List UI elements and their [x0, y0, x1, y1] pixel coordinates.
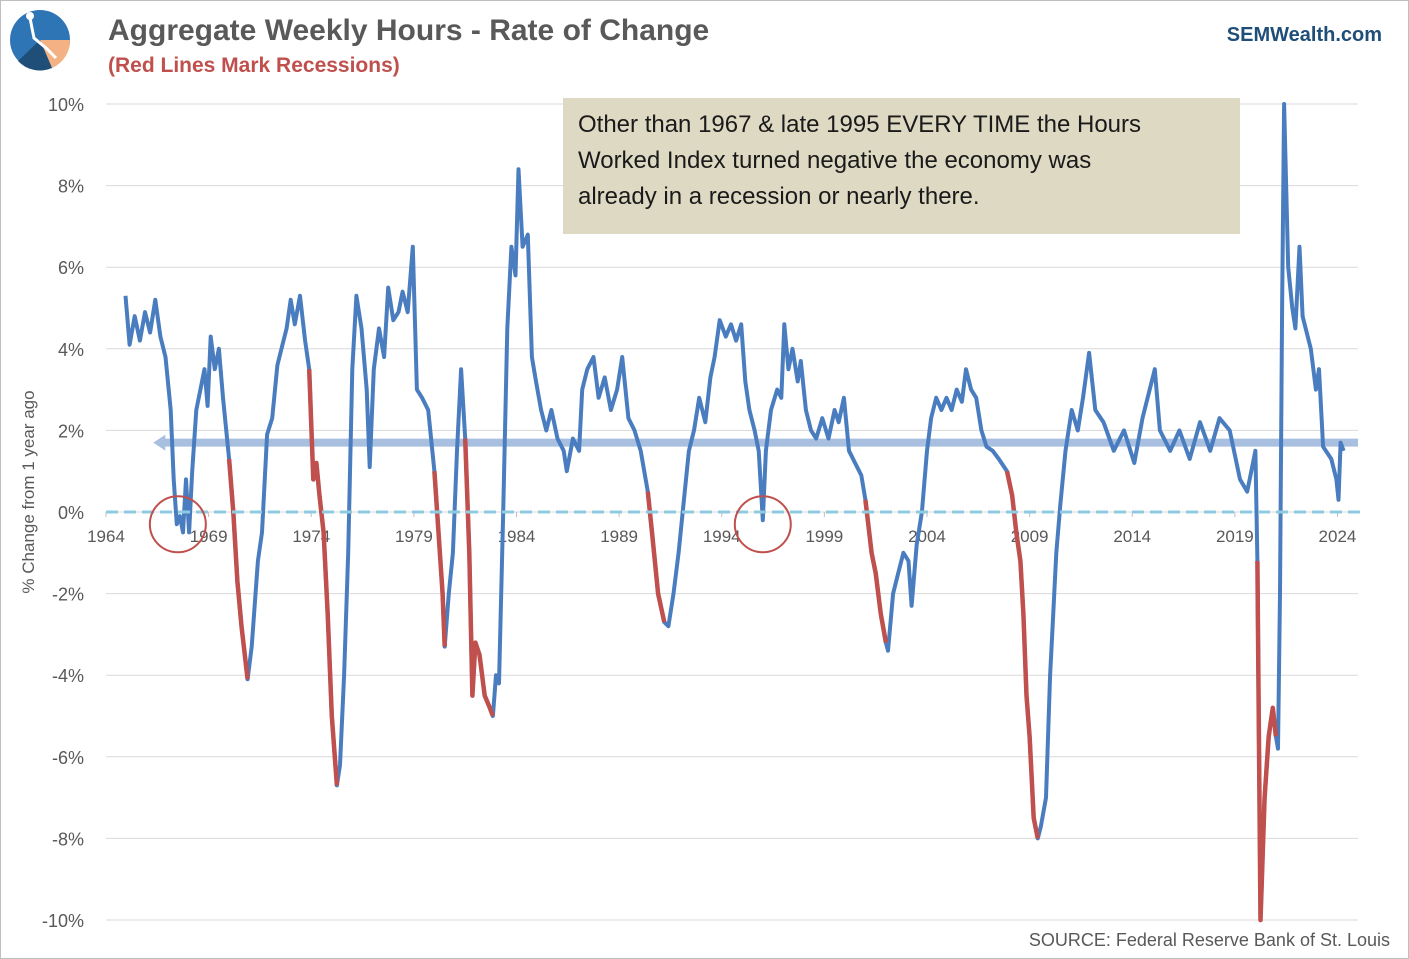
- y-tick-label: 4%: [58, 340, 84, 360]
- x-tick-label: 2024: [1319, 527, 1357, 546]
- recession-segment: [1004, 470, 1041, 839]
- x-tick-label: 2019: [1216, 527, 1254, 546]
- recession-segment: [462, 438, 496, 717]
- highlight-circle: [148, 495, 207, 554]
- annotation: Other than 1967 & late 1995 EVERY TIME t…: [563, 98, 1240, 234]
- x-tick-label: 1969: [190, 527, 228, 546]
- plot-area: -10% -8% -6% -4% -2% 0% 2% 4% 6% 8% 10% 1964 1969 197…: [42, 95, 1364, 931]
- annotation-line: Worked Index turned negative the economy…: [578, 147, 1091, 174]
- y-tick-label: 6%: [58, 258, 84, 278]
- y-tick-label: 8%: [58, 177, 84, 197]
- recession-segment: [306, 369, 340, 786]
- highlight-circle: [733, 495, 792, 554]
- recession-segment: [226, 458, 250, 680]
- x-tick-label: 1999: [805, 527, 843, 546]
- annotation-line: Other than 1967 & late 1995 EVERY TIME t…: [578, 111, 1141, 138]
- y-tick-label: -6%: [52, 748, 84, 768]
- x-tick-label: 1994: [703, 527, 741, 546]
- reference-arrow: [153, 434, 166, 451]
- y-tick-label: 2%: [58, 421, 84, 441]
- y-tick-label: 0%: [58, 503, 84, 523]
- y-tick-label: -10%: [42, 911, 84, 931]
- annotation-box: [563, 98, 1240, 234]
- x-tick-label: 2004: [908, 527, 946, 546]
- y-tick-label: -4%: [52, 666, 84, 686]
- x-tick-label: 1974: [292, 527, 330, 546]
- source: SOURCE: Federal Reserve Bank of St. Loui…: [1029, 930, 1390, 950]
- annotation-line: already in a recession or nearly there.: [578, 183, 980, 210]
- y-tick-label: -8%: [52, 829, 84, 849]
- data-line: [123, 102, 1346, 922]
- chart-subtitle: (Red Lines Mark Recessions): [108, 54, 400, 77]
- recession-segment: [1255, 560, 1279, 923]
- recession-segment: [432, 471, 447, 647]
- logo: [10, 10, 71, 71]
- x-tick-label: 1984: [498, 527, 536, 546]
- chart-title: Aggregate Weekly Hours - Rate of Change: [108, 14, 709, 47]
- y-tick-label: -2%: [52, 585, 84, 605]
- brand: SEMWealth.com: [1227, 24, 1382, 46]
- x-tick-label: 1989: [600, 527, 638, 546]
- y-axis-label: % Change from 1 year ago: [19, 390, 38, 593]
- recession-segment: [863, 499, 889, 643]
- x-tick-label: 1964: [87, 527, 125, 546]
- y-tick-label: 10%: [48, 95, 84, 115]
- x-tick-label: 1979: [395, 527, 433, 546]
- x-tick-label: 2014: [1113, 527, 1151, 546]
- x-tick-label: 2009: [1011, 527, 1049, 546]
